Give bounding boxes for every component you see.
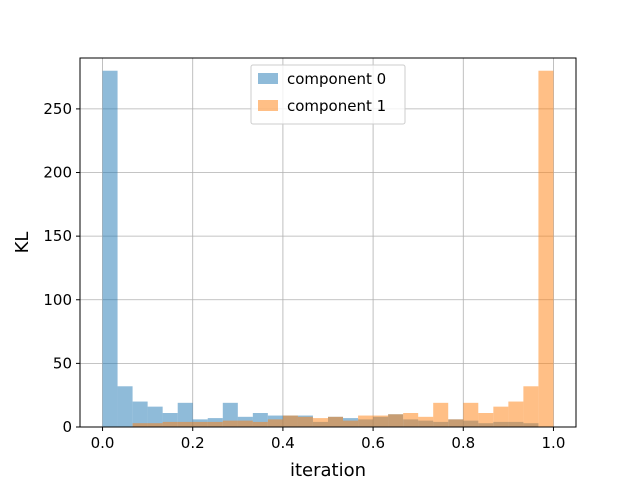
bar-component-1 (433, 402, 449, 427)
bar-component-1 (312, 418, 328, 427)
bar-component-1 (508, 401, 524, 427)
legend-label-component-1: component 1 (287, 97, 386, 115)
y-tick-label: 0 (62, 418, 72, 436)
bar-component-1 (358, 415, 374, 427)
y-tick-label: 50 (53, 354, 72, 372)
bar-component-1 (177, 421, 193, 427)
y-tick-label: 200 (43, 164, 72, 182)
legend-swatch-component-1 (258, 100, 278, 111)
bar-component-0 (132, 401, 148, 427)
bar-component-1 (162, 421, 178, 427)
x-tick-label: 0.0 (91, 434, 115, 452)
bar-component-1 (418, 416, 434, 427)
y-tick-label: 150 (43, 227, 72, 245)
bar-component-1 (448, 419, 464, 427)
bar-component-1 (207, 421, 223, 427)
bar-component-1 (252, 421, 268, 427)
bar-component-1 (463, 402, 479, 427)
bar-component-1 (267, 419, 283, 427)
y-axis-label: KL (12, 232, 33, 254)
bar-component-1 (222, 420, 238, 427)
bar-component-0 (177, 402, 193, 427)
bar-component-1 (478, 413, 494, 427)
bar-component-0 (102, 70, 118, 428)
x-axis-label: iteration (290, 460, 366, 480)
axes-frame (79, 57, 577, 428)
bar-component-0 (117, 386, 133, 427)
legend-box (250, 64, 406, 125)
x-tick-label: 1.0 (542, 434, 566, 452)
bar-component-1 (297, 416, 313, 427)
x-tick-label: 0.2 (181, 434, 205, 452)
bar-component-1 (132, 423, 148, 427)
legend-label-component-0: component 0 (287, 70, 386, 88)
x-tick-label: 0.6 (361, 434, 385, 452)
y-tick-label: 250 (43, 100, 72, 118)
bar-component-0 (147, 406, 163, 427)
bar-component-1 (328, 416, 344, 427)
bar-component-1 (343, 420, 359, 427)
x-tick-label: 0.8 (451, 434, 475, 452)
bar-component-1 (538, 70, 554, 428)
bar-component-1 (237, 420, 253, 427)
bar-component-1 (388, 414, 404, 427)
ticks: 0.0 0.2 0.4 0.6 0.8 1.0 0 50 100 150 200 250 (43, 100, 565, 452)
bar-component-1 (493, 406, 509, 427)
bar-component-1 (523, 386, 539, 427)
legend: component 0 component 1 (250, 64, 406, 125)
bar-component-1 (403, 413, 419, 427)
bar-component-1 (373, 415, 389, 427)
bar-component-1 (147, 423, 163, 427)
bars (102, 70, 554, 428)
bar-component-1 (192, 421, 208, 427)
legend-swatch-component-0 (258, 73, 278, 84)
bar-component-1 (282, 415, 298, 427)
x-tick-label: 0.4 (271, 434, 295, 452)
y-tick-label: 100 (43, 291, 72, 309)
